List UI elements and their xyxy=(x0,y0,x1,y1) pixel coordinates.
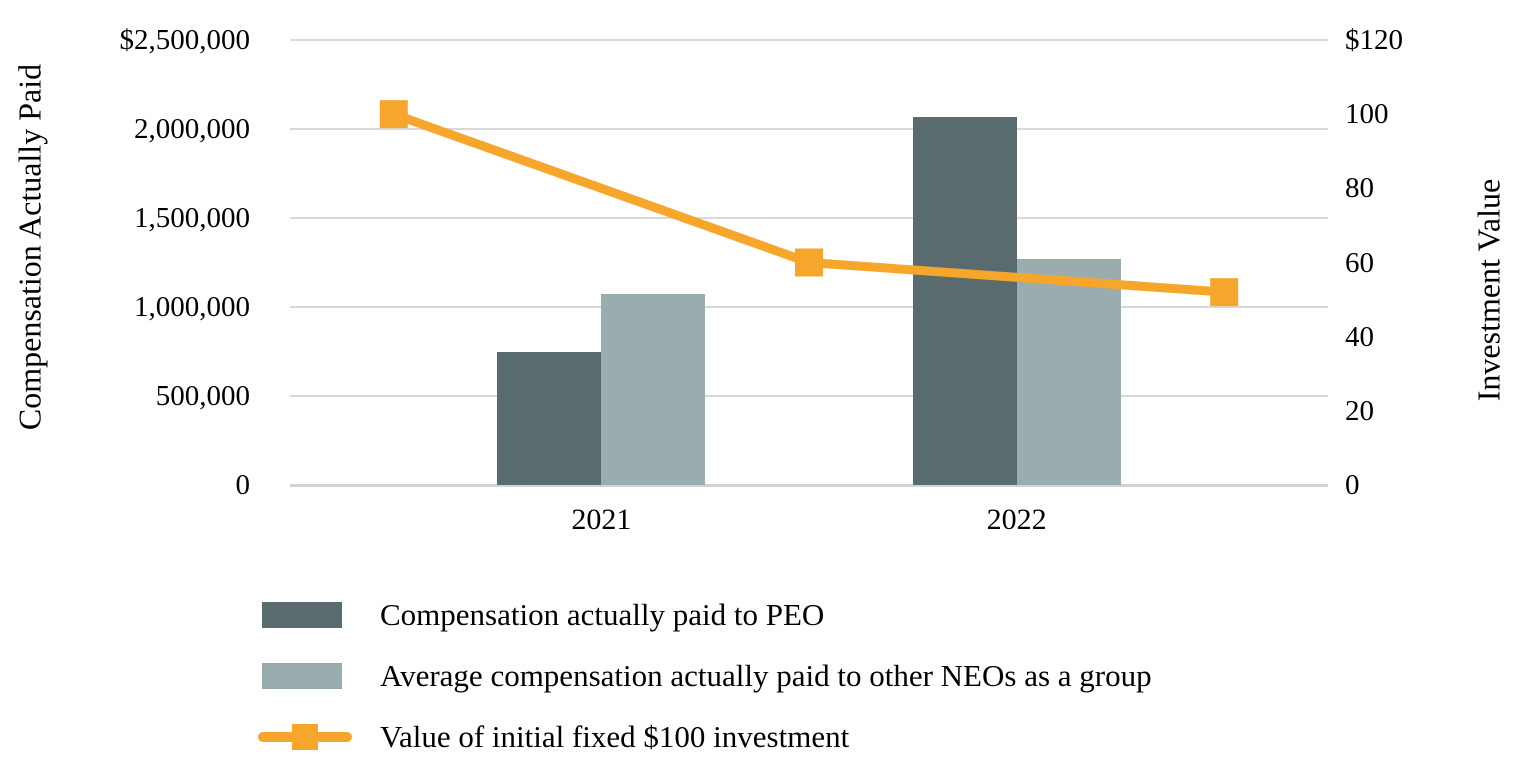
peo-bar-swatch-icon xyxy=(262,602,342,628)
gridline xyxy=(290,128,1328,130)
x-axis-label-2021: 2021 xyxy=(571,503,632,536)
right-axis-tick-label: 40 xyxy=(1345,320,1374,353)
right-axis-tick-label: 20 xyxy=(1345,394,1374,427)
right-axis-tick-label: 100 xyxy=(1345,98,1389,131)
gridline xyxy=(290,395,1328,397)
bar-peo-2021 xyxy=(497,351,602,485)
investment-marker-1 xyxy=(795,248,823,277)
left-axis-tick-label: 1,500,000 xyxy=(134,202,250,234)
x-axis-label-2022: 2022 xyxy=(986,503,1047,536)
left-axis-tick-label: $2,500,000 xyxy=(119,24,251,56)
gridline xyxy=(290,39,1328,41)
gridline xyxy=(290,306,1328,308)
neo-bar-swatch-icon xyxy=(262,663,342,689)
right-axis-tick-label: $120 xyxy=(1345,24,1403,56)
left-axis-title: Compensation Actually Paid xyxy=(11,63,48,431)
left-axis-tick-label: 0 xyxy=(235,469,251,501)
gridline xyxy=(290,217,1328,219)
investment-marker-icon xyxy=(292,724,318,750)
legend-label-peo: Compensation actually paid to PEO xyxy=(380,597,825,632)
x-axis-line xyxy=(290,483,1328,487)
legend-item-neo: Average compensation actually paid to ot… xyxy=(0,654,1528,698)
bar-peo-2022 xyxy=(912,116,1017,485)
left-axis-tick-label: 2,000,000 xyxy=(134,113,250,145)
left-axis-tick-label: 500,000 xyxy=(155,380,250,412)
right-axis-tick-label: 0 xyxy=(1345,469,1360,501)
right-axis-tick-label: 80 xyxy=(1345,172,1374,205)
legend-item-investment: Value of initial fixed $100 investment xyxy=(0,715,1528,759)
bar-neo-2022 xyxy=(1016,258,1121,485)
investment-marker-2 xyxy=(1210,278,1239,307)
left-axis-tick-label: 1,000,000 xyxy=(134,291,250,323)
right-axis-title: Investment Value xyxy=(1470,178,1507,402)
legend-label-investment: Value of initial fixed $100 investment xyxy=(380,719,850,754)
right-axis-tick-label: 60 xyxy=(1345,246,1374,279)
legend-item-peo: Compensation actually paid to PEO xyxy=(0,593,1528,637)
investment-marker-0 xyxy=(379,100,408,129)
bar-neo-2021 xyxy=(601,293,706,485)
legend-label-neo: Average compensation actually paid to ot… xyxy=(380,658,1152,693)
